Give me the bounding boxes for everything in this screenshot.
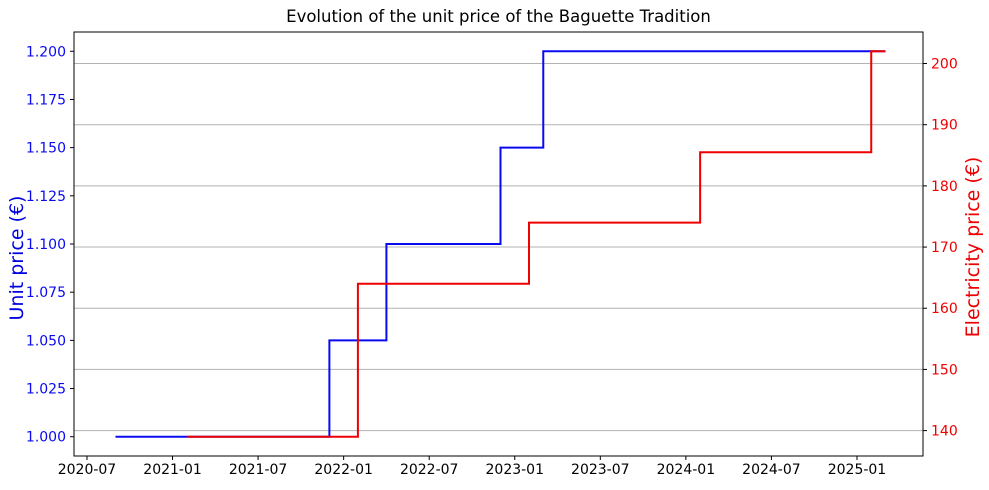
- series-unit-price: [115, 50, 886, 438]
- left-y-tick-label: 1.075: [26, 285, 66, 301]
- left-y-tick-label: 1.150: [26, 141, 66, 157]
- x-tick-label: 2022-07: [400, 462, 459, 478]
- right-axis-label: Electricity price (€): [962, 156, 984, 338]
- right-axis-ticks: 140 150 160 170 180 190 200: [923, 57, 958, 440]
- right-y-tick-label: 140: [931, 424, 958, 440]
- left-axis-label: Unit price (€): [6, 195, 28, 321]
- x-tick-label: 2024-07: [742, 462, 801, 478]
- right-y-tick-label: 150: [931, 362, 958, 378]
- left-y-tick-label: 1.125: [26, 189, 66, 205]
- left-y-tick-label: 1.050: [26, 333, 66, 349]
- x-axis-ticks: 2020-07 2021-01 2021-07 2022-01 2022-07 2023-…: [58, 456, 887, 478]
- right-y-tick-label: 200: [931, 57, 958, 73]
- x-tick-label: 2025-01: [828, 462, 887, 478]
- series-electricity-price: [186, 50, 886, 438]
- left-axis-ticks: 1.000 1.025 1.050 1.075 1.100 1.125 1.150 1.175…: [26, 44, 74, 446]
- left-y-tick-label: 1.025: [26, 382, 66, 398]
- x-tick-label: 2022-01: [314, 462, 373, 478]
- right-y-tick-label: 190: [931, 118, 958, 134]
- x-tick-label: 2021-01: [143, 462, 202, 478]
- x-tick-label: 2020-07: [58, 462, 117, 478]
- grid-lines: [74, 63, 923, 432]
- left-y-tick-label: 1.200: [26, 44, 66, 60]
- x-tick-label: 2023-01: [486, 462, 545, 478]
- chart-title: Evolution of the unit price of the Bague…: [286, 7, 711, 26]
- x-tick-label: 2024-01: [657, 462, 716, 478]
- left-y-tick-label: 1.000: [26, 430, 66, 446]
- left-y-tick-label: 1.175: [26, 92, 66, 108]
- right-y-tick-label: 180: [931, 179, 958, 195]
- x-tick-label: 2021-07: [229, 462, 288, 478]
- left-y-tick-label: 1.100: [26, 237, 66, 253]
- x-tick-label: 2023-07: [571, 462, 630, 478]
- right-y-tick-label: 170: [931, 240, 958, 256]
- right-y-tick-label: 160: [931, 301, 958, 317]
